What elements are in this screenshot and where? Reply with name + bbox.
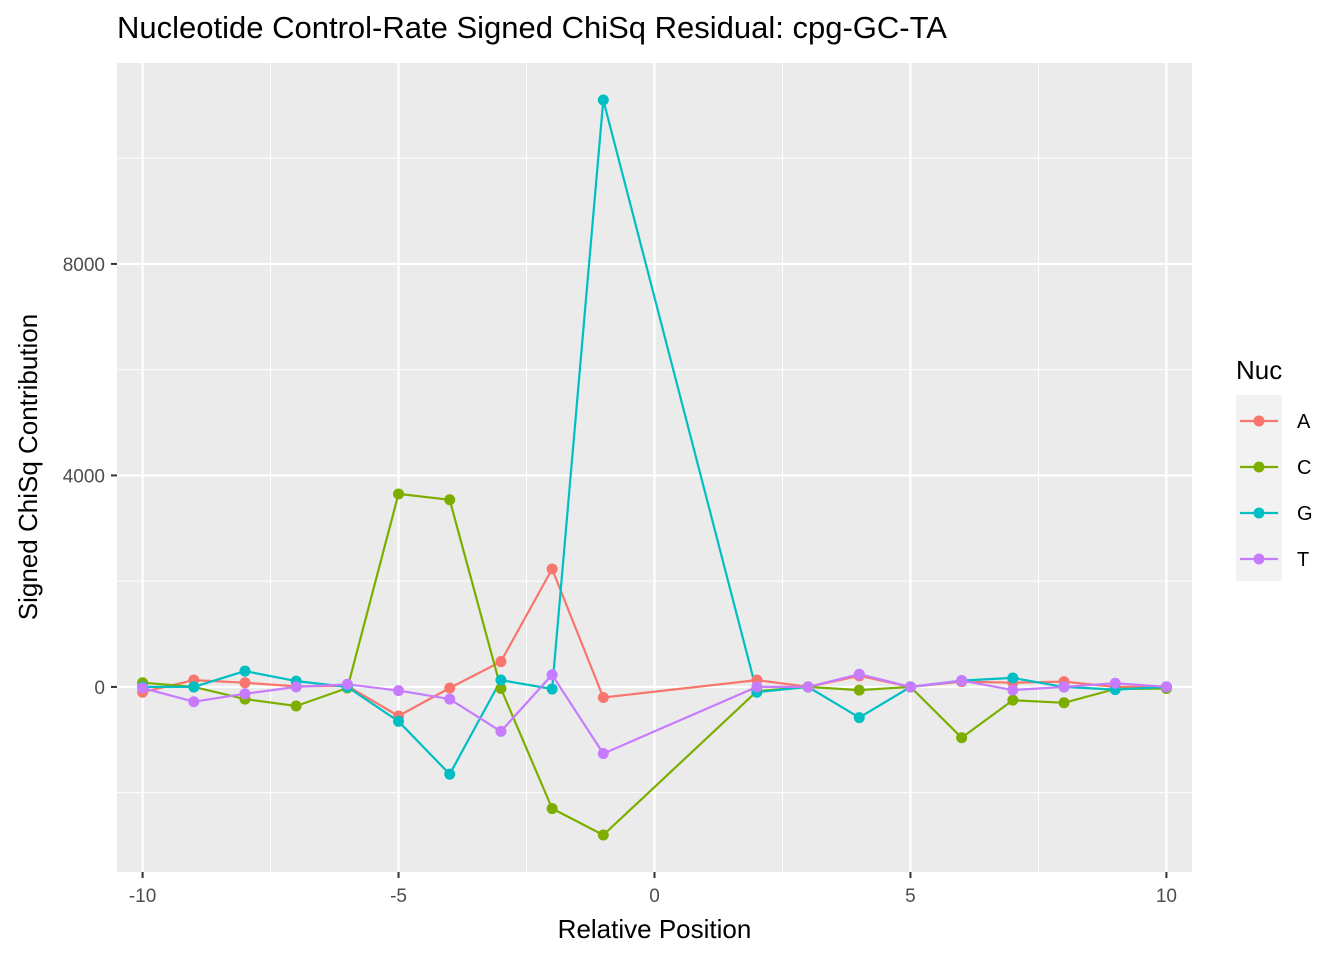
data-point-c [546, 803, 558, 815]
legend-key-point-t [1253, 553, 1265, 565]
legend-title: Nuc [1236, 355, 1282, 385]
data-point-c [1058, 697, 1070, 709]
data-point-t [1109, 677, 1121, 689]
data-point-t [751, 681, 763, 693]
axis-layer: -10 -5 0 5 10 0 4000 8000 [63, 255, 1177, 907]
data-point-a [597, 692, 609, 704]
legend-key-point-g [1253, 507, 1265, 519]
legend: Nuc A C G T [1236, 355, 1313, 581]
data-point-c [495, 683, 507, 695]
data-point-g [495, 674, 507, 686]
data-point-t [290, 681, 302, 693]
data-point-t [546, 669, 558, 681]
data-point-c [956, 732, 968, 744]
data-point-t [239, 688, 251, 700]
major-gridlines [117, 63, 1192, 872]
data-point-a [239, 677, 251, 689]
x-axis-title: Relative Position [558, 914, 752, 944]
data-point-a [444, 682, 456, 694]
data-point-c [393, 488, 405, 500]
legend-key-point-c [1253, 461, 1265, 473]
data-point-g [546, 683, 558, 695]
legend-label-g: G [1297, 503, 1313, 525]
legend-key-point-a [1253, 415, 1265, 427]
data-point-t [802, 681, 814, 693]
data-point-g [393, 715, 405, 727]
data-point-t [1007, 684, 1019, 696]
x-tick-label: 5 [905, 886, 916, 907]
data-point-c [597, 829, 609, 841]
x-tick-label: -5 [390, 886, 407, 907]
data-point-t [393, 685, 405, 697]
data-point-t [1160, 681, 1172, 693]
data-point-a [495, 656, 507, 668]
series-layer [137, 94, 1172, 841]
data-point-a [546, 563, 558, 575]
data-point-g [188, 681, 200, 693]
x-tick-label: 10 [1156, 886, 1177, 907]
data-point-t [956, 675, 968, 687]
legend-label-a: A [1297, 411, 1311, 433]
data-point-g [1007, 672, 1019, 684]
data-point-c [1007, 694, 1019, 706]
y-tick-label: 8000 [63, 255, 105, 276]
data-point-t [1058, 681, 1070, 693]
chart-title: Nucleotide Control-Rate Signed ChiSq Res… [117, 10, 947, 45]
data-point-g [444, 768, 456, 780]
data-point-t [853, 668, 865, 680]
y-tick-label: 4000 [63, 466, 105, 487]
data-point-t [904, 681, 916, 693]
x-tick-label: -10 [129, 886, 156, 907]
data-point-g [853, 712, 865, 724]
legend-label-t: T [1297, 549, 1309, 571]
legend-label-c: C [1297, 457, 1311, 479]
data-point-t [495, 725, 507, 737]
data-point-t [137, 682, 149, 694]
data-point-t [597, 748, 609, 760]
y-axis-title: Signed ChiSq Contribution [13, 314, 43, 620]
x-tick-label: 0 [649, 886, 660, 907]
data-point-t [444, 693, 456, 705]
y-tick-label: 0 [94, 678, 105, 699]
data-point-t [188, 696, 200, 708]
data-point-t [341, 678, 353, 690]
data-point-g [239, 665, 251, 677]
data-point-c [444, 494, 456, 506]
data-point-c [853, 684, 865, 696]
data-point-g [597, 94, 609, 106]
data-point-c [290, 700, 302, 712]
